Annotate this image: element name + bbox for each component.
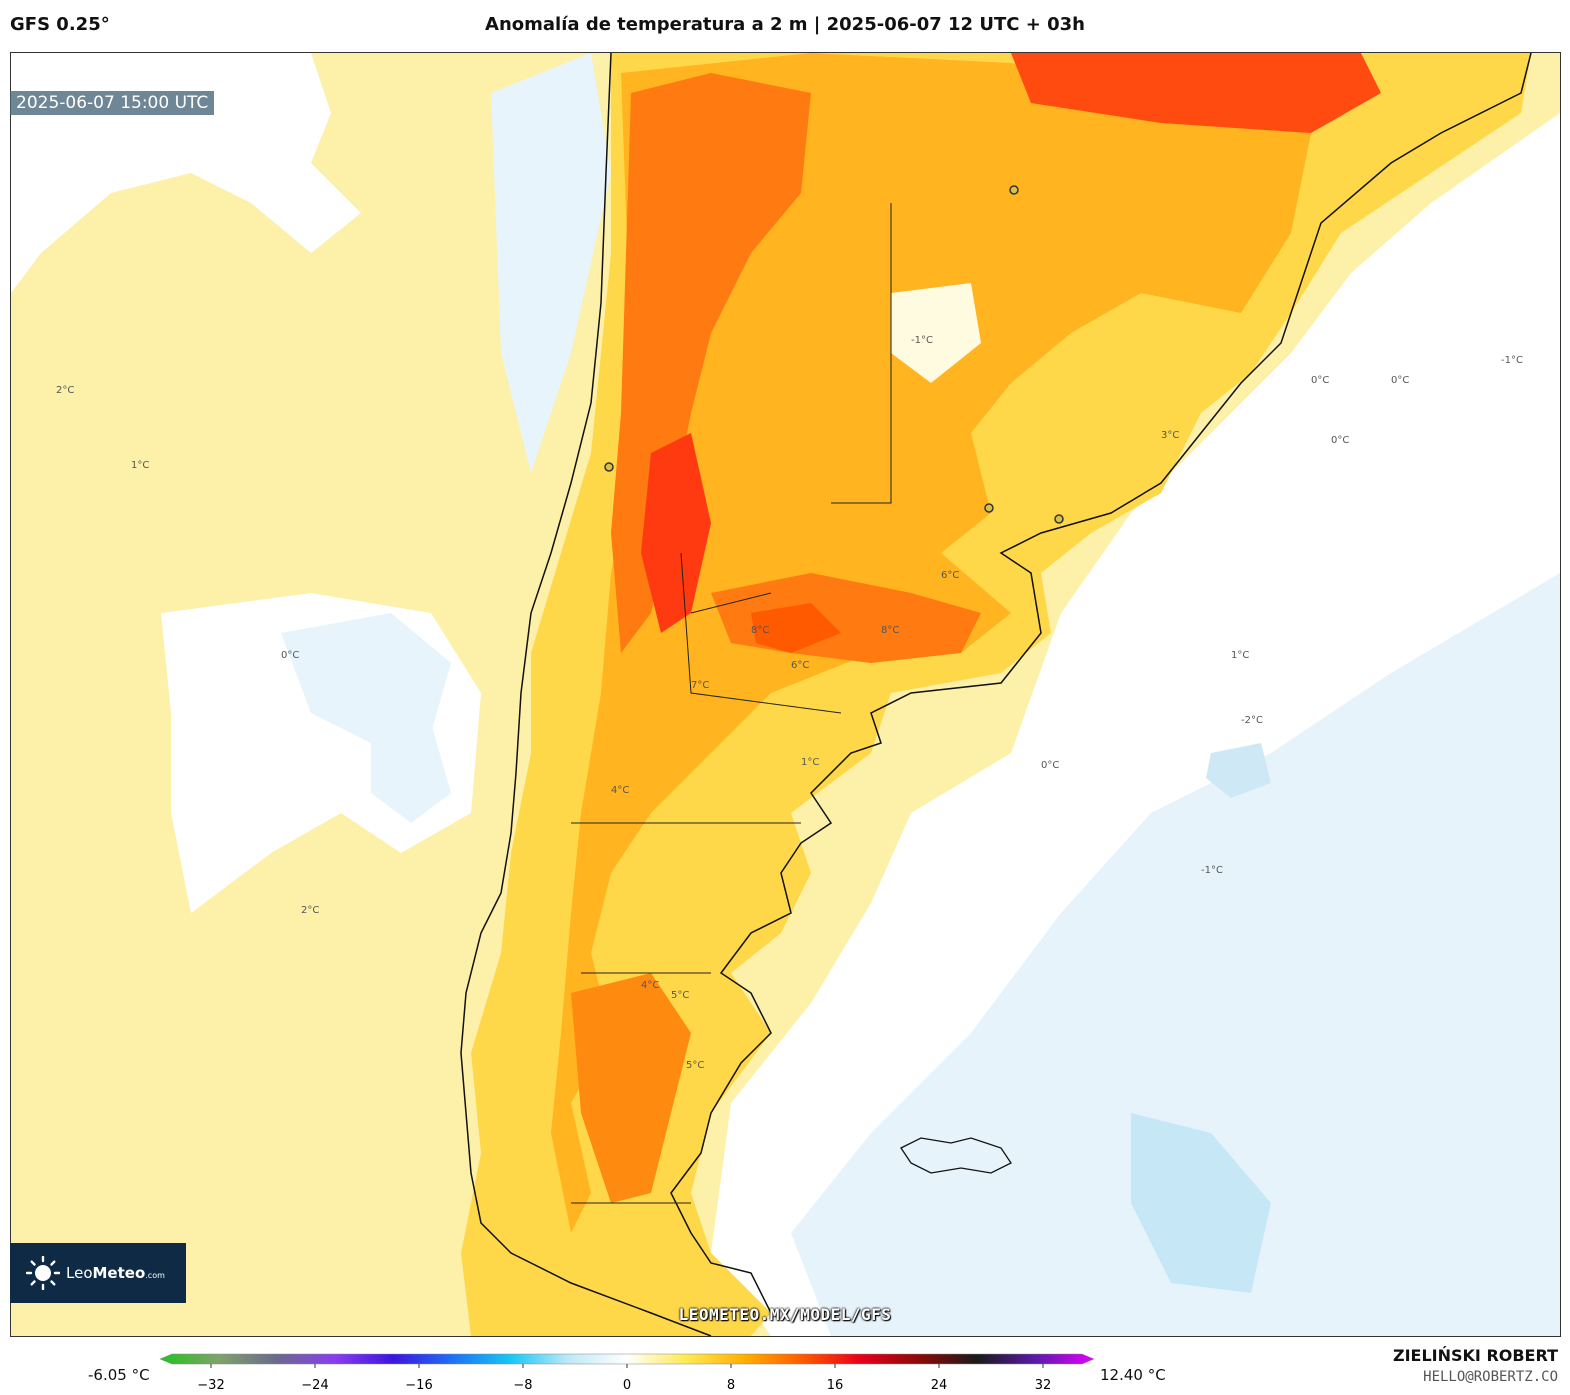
province-borders — [571, 203, 892, 1204]
falkland-islands — [900, 1137, 1012, 1174]
contour-label: 0°C — [1391, 375, 1409, 386]
contour-label: 2°C — [56, 385, 74, 396]
logo-wordmark: LeoMeteo.com — [66, 1264, 165, 1282]
contour-label: 6°C — [791, 660, 809, 671]
contour-label: -1°C — [1201, 865, 1223, 876]
colorbar-max-label: 12.40 °C — [1100, 1366, 1166, 1384]
atlantic-cold-patch — [1206, 743, 1271, 798]
pacific-cool-patch — [281, 613, 451, 743]
colorbar-tick-label: −8 — [513, 1378, 532, 1392]
northeast-hot-band — [1011, 53, 1381, 133]
contour-label: 8°C — [881, 625, 899, 636]
atlantic-coastline — [670, 53, 1532, 1314]
colorbar-min-label: -6.05 °C — [88, 1366, 150, 1384]
model-label: GFS 0.25° — [10, 14, 110, 35]
colorbar-tick-label: 16 — [827, 1378, 844, 1392]
colorbar-tick-label: 24 — [931, 1378, 948, 1392]
author-name: ZIELIŃSKI ROBERT — [1392, 1346, 1558, 1365]
colorbar-tick-label: −24 — [301, 1378, 328, 1392]
map-title: Anomalía de temperatura a 2 m | 2025-06-… — [485, 14, 1085, 35]
valid-time-badge: 2025-06-07 15:00 UTC — [10, 91, 215, 115]
sun-icon — [26, 1256, 60, 1290]
contour-label: 1°C — [801, 757, 819, 768]
pampas-hot-core — [751, 603, 841, 653]
source-watermark: LEOMETEO.MX/MODEL/GFS — [678, 1305, 892, 1324]
colorbar-tick-label: 8 — [727, 1378, 735, 1392]
contour-label: 0°C — [1041, 760, 1059, 771]
author-email[interactable]: HELLO@ROBERTZ.CO — [1423, 1369, 1558, 1385]
pacific-coastline — [460, 53, 712, 1336]
contour-label: 3°C — [1161, 430, 1179, 441]
atlantic-cool — [791, 573, 1560, 1336]
contour-label: 4°C — [611, 785, 629, 796]
contour-label: 1°C — [1231, 650, 1249, 661]
andes-hot-core — [641, 433, 711, 633]
contour-label: -1°C — [911, 335, 933, 346]
map-canvas: 1°C 2°C 0°C 0°C 0°C -1°C -2°C -1°C 3°C 8… — [11, 53, 1560, 1336]
contour-label: 5°C — [686, 1060, 704, 1071]
contour-label: 5°C — [671, 990, 689, 1001]
city-marker — [1009, 185, 1019, 195]
contour-label: 4°C — [641, 980, 659, 991]
contour-label: 2°C — [301, 905, 319, 916]
patagonia-warm-band — [571, 973, 691, 1203]
colorbar-tick-label: 0 — [623, 1378, 631, 1392]
city-marker — [604, 462, 614, 472]
contour-label: 0°C — [1311, 375, 1329, 386]
contour-label: 6°C — [941, 570, 959, 581]
city-marker — [1054, 514, 1064, 524]
city-marker — [984, 503, 994, 513]
contour-label: 0°C — [281, 650, 299, 661]
atlantic-cold-core — [1131, 1113, 1271, 1293]
colorbar-tick-label: −16 — [405, 1378, 432, 1392]
contour-label: 1°C — [131, 460, 149, 471]
contour-label: 8°C — [751, 625, 769, 636]
pacific-coast-cool — [491, 53, 611, 473]
neutral-patch-north — [891, 283, 981, 383]
pacific-cool-patch-2 — [371, 723, 451, 823]
contour-label: 7°C — [691, 680, 709, 691]
temperature-anomaly-map[interactable]: 1°C 2°C 0°C 0°C 0°C -1°C -2°C -1°C 3°C 8… — [10, 52, 1561, 1337]
contour-label: -2°C — [1241, 715, 1263, 726]
contour-label: 0°C — [1331, 435, 1349, 446]
contour-label: -1°C — [1501, 355, 1523, 366]
leometeo-logo: LeoMeteo.com — [10, 1243, 186, 1303]
colorbar: −32 −24 −16 −8 0 8 16 24 32 — [160, 1353, 1095, 1392]
colorbar-tick-label: −32 — [197, 1378, 224, 1392]
colorbar-tick-label: 32 — [1035, 1378, 1052, 1392]
